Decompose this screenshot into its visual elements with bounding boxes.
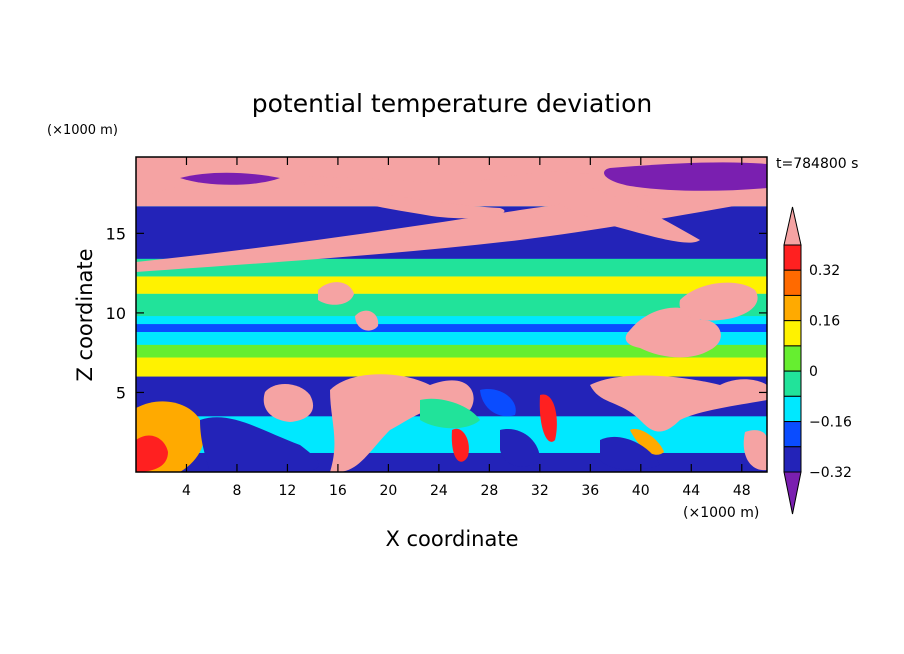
contour-layer (136, 344, 767, 358)
contour-layer (136, 276, 767, 294)
contour-feature (136, 157, 767, 200)
contour-feature (420, 398, 480, 429)
contour-feature (355, 310, 379, 331)
x-tick-label: 48 (733, 483, 751, 499)
contour-layer (136, 258, 767, 277)
contour-feature (539, 394, 557, 442)
contour-layer (136, 293, 767, 317)
x-tick-label: 24 (430, 483, 448, 499)
x-tick-label: 40 (632, 483, 650, 499)
contour-feature (590, 375, 767, 432)
colorbar-box (783, 370, 802, 397)
contour-feature (540, 181, 700, 243)
contour-layer (136, 332, 767, 345)
y-axis: 5 10 15 (106, 224, 767, 402)
x-tick-label: 36 (581, 483, 599, 499)
contour-feature (330, 374, 474, 472)
colorbar-min-triangle (783, 471, 802, 515)
y-tick-label: 5 (116, 383, 126, 402)
contour-feature (451, 428, 469, 462)
y-axis-unit: (×1000 m) (47, 123, 118, 138)
colorbar-box (783, 269, 802, 296)
contour-feature (679, 282, 758, 321)
contour-feature (743, 430, 767, 471)
chart-title: potential temperature deviation (252, 89, 652, 118)
contour-features (136, 157, 767, 472)
contour-feature (630, 429, 664, 455)
contour-feature (318, 282, 354, 305)
colorbar-label: −0.16 (809, 415, 852, 431)
colorbar-box (783, 294, 802, 322)
contour-layer (136, 324, 767, 332)
plot-frame (135, 156, 768, 473)
contour-feature (180, 172, 280, 185)
contour-feature (500, 429, 540, 467)
contour-feature (480, 389, 516, 417)
x-tick-label: 12 (279, 483, 297, 499)
contour-layer (136, 316, 767, 325)
colorbar-max-triangle (783, 206, 802, 246)
contour-feature (263, 384, 314, 422)
x-axis: 4 8 12 16 20 24 28 32 36 40 44 48 (182, 157, 751, 499)
plot-area (135, 156, 768, 473)
y-tick-label: 10 (106, 304, 126, 323)
x-tick-label: 16 (329, 483, 347, 499)
contour-layer (136, 357, 767, 377)
contour-feature (300, 182, 505, 219)
x-axis-label: X coordinate (385, 527, 518, 551)
contour-feature (136, 435, 168, 472)
contour-feature (600, 436, 660, 470)
colorbar-box (783, 320, 802, 347)
colorbar-label: 0.32 (809, 263, 840, 279)
y-tick-label: 15 (106, 224, 126, 243)
x-tick-label: 8 (232, 483, 241, 499)
colorbar-box (783, 345, 802, 372)
colorbar-box (783, 446, 802, 473)
x-tick-label: 32 (531, 483, 549, 499)
x-tick-label: 44 (682, 483, 700, 499)
time-label: t=784800 s (776, 156, 858, 172)
colorbar-box (783, 395, 802, 423)
colorbar-box (783, 421, 802, 448)
colorbar-label: 0 (809, 364, 818, 380)
colorbar-box (783, 244, 802, 271)
contour-feature (625, 307, 721, 358)
colorbar-label: 0.16 (809, 314, 840, 330)
x-tick-label: 20 (379, 483, 397, 499)
y-axis-label: Z coordinate (73, 248, 97, 381)
contour-feature (604, 162, 767, 191)
x-axis-unit: (×1000 m) (683, 505, 759, 521)
x-tick-label: 28 (480, 483, 498, 499)
colorbar: 0.32 0.16 0 −0.16 −0.32 (783, 206, 852, 515)
x-tick-label: 4 (182, 483, 191, 499)
colorbar-label: −0.32 (809, 465, 852, 481)
contour-feature (200, 417, 319, 472)
